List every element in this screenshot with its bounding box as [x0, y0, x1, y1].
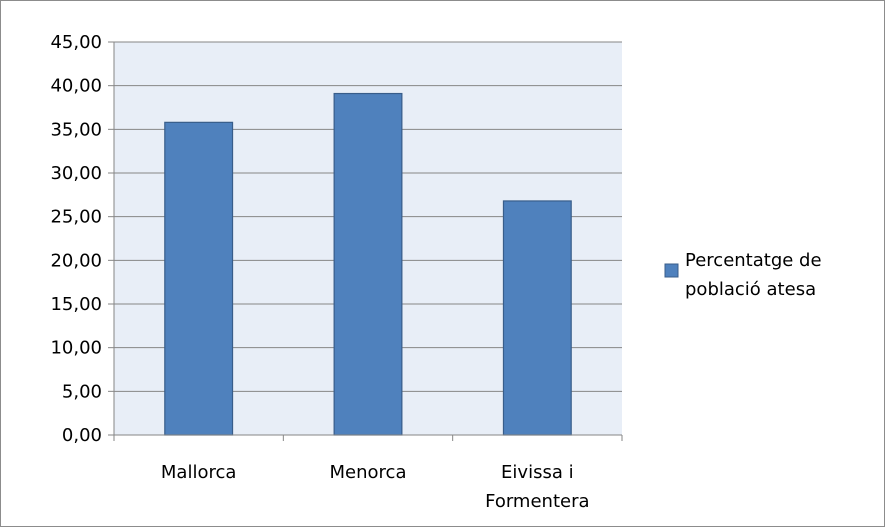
x-tick-label: Eivissa i — [501, 462, 574, 483]
y-tick-label: 40,00 — [50, 76, 102, 97]
legend: Percentatge de població atesa — [664, 250, 822, 300]
y-tick-label: 35,00 — [50, 119, 102, 140]
y-tick-label: 0,00 — [62, 425, 102, 446]
bar-menorca — [333, 92, 403, 436]
y-tick-label: 30,00 — [50, 163, 102, 184]
bar-eivissa-i-formentera — [502, 200, 572, 436]
bar-mallorca — [164, 121, 234, 436]
x-tick-label: Menorca — [330, 462, 407, 483]
y-tick-label: 25,00 — [50, 207, 102, 228]
x-tick-labels: Mallorca Menorca Eivissa i Formentera — [161, 462, 590, 512]
x-tick-label: Mallorca — [161, 462, 237, 483]
axes — [108, 41, 623, 441]
bars — [164, 92, 572, 436]
y-tick-label: 5,00 — [62, 381, 102, 402]
y-tick-label: 45,00 — [50, 32, 102, 53]
legend-label: Percentatge de població atesa — [685, 250, 822, 300]
y-tick-labels: 0,00 5,00 10,00 15,00 20,00 25,00 30,00 35,00 40… — [50, 32, 102, 446]
legend-swatch — [664, 263, 679, 278]
y-tick-label: 20,00 — [50, 250, 102, 271]
y-tick-label: 10,00 — [50, 338, 102, 359]
x-tick-label: Formentera — [485, 491, 589, 512]
y-tick-label: 15,00 — [50, 294, 102, 315]
